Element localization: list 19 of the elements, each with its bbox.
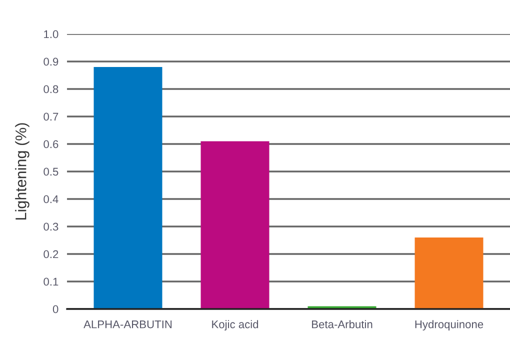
bar: [414, 238, 484, 309]
y-axis-title: Lightening (%): [15, 123, 30, 220]
y-tick-label: 1.0: [44, 30, 58, 38]
y-tick-label: 0.6: [44, 140, 58, 148]
y-tick-label: 0: [52, 305, 58, 314]
y-tick-label: 0.7: [44, 112, 58, 121]
y-tick-label: 0.1: [44, 278, 58, 286]
y-tick-label: 0.9: [44, 58, 58, 66]
y-tick-label: 0.8: [44, 85, 58, 94]
y-tick-label: 0.2: [44, 250, 58, 258]
y-tick-label: 0.4: [44, 195, 58, 204]
y-tick-label: 0.3: [44, 222, 58, 231]
x-tick-label: Beta-Arbutin: [312, 320, 372, 328]
x-tick-label: Hydroquinone: [415, 320, 484, 330]
x-tick-label: Kojic acid: [212, 320, 258, 330]
x-tick-label: ALPHA-ARBUTIN: [84, 320, 172, 328]
bar: [94, 67, 162, 309]
bar: [200, 141, 270, 309]
y-tick-label: 0.5: [44, 168, 58, 176]
